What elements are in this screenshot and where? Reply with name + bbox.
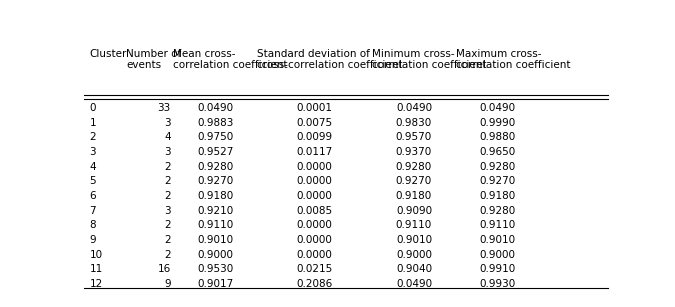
Text: 8: 8 [90, 220, 97, 230]
Text: 0.9040: 0.9040 [396, 264, 432, 274]
Text: 0.9000: 0.9000 [480, 250, 516, 260]
Text: 0.0490: 0.0490 [396, 103, 432, 113]
Text: 0.0117: 0.0117 [296, 147, 333, 157]
Text: 0.9370: 0.9370 [396, 147, 432, 157]
Text: 0.9650: 0.9650 [479, 147, 516, 157]
Text: 4: 4 [164, 132, 171, 142]
Text: 0.0000: 0.0000 [296, 176, 333, 186]
Text: Cluster: Cluster [90, 49, 127, 59]
Text: 0.0215: 0.0215 [296, 264, 333, 274]
Text: 0.9750: 0.9750 [197, 132, 234, 142]
Text: Minimum cross-
correlation coefficient: Minimum cross- correlation coefficient [372, 49, 487, 70]
Text: 2: 2 [164, 176, 171, 186]
Text: 0.0000: 0.0000 [296, 191, 333, 201]
Text: 0.9830: 0.9830 [396, 118, 432, 128]
Text: 0.9000: 0.9000 [396, 250, 432, 260]
Text: 0.9280: 0.9280 [479, 206, 516, 216]
Text: 0.9110: 0.9110 [396, 220, 432, 230]
Text: 0.0490: 0.0490 [396, 279, 432, 289]
Text: 0.9180: 0.9180 [479, 191, 516, 201]
Text: 2: 2 [164, 220, 171, 230]
Text: 0.0000: 0.0000 [296, 162, 333, 172]
Text: 0: 0 [90, 103, 96, 113]
Text: 7: 7 [90, 206, 97, 216]
Text: 12: 12 [90, 279, 103, 289]
Text: 6: 6 [90, 191, 97, 201]
Text: 2: 2 [164, 191, 171, 201]
Text: 0.0490: 0.0490 [197, 103, 234, 113]
Text: 11: 11 [90, 264, 103, 274]
Text: 0.9883: 0.9883 [197, 118, 234, 128]
Text: 0.9280: 0.9280 [396, 162, 432, 172]
Text: 0.9910: 0.9910 [479, 264, 516, 274]
Text: 0.9180: 0.9180 [396, 191, 432, 201]
Text: 0.0000: 0.0000 [296, 220, 333, 230]
Text: 5: 5 [90, 176, 97, 186]
Text: 0.9270: 0.9270 [479, 176, 516, 186]
Text: 0.9880: 0.9880 [479, 132, 516, 142]
Text: 0.9530: 0.9530 [197, 264, 234, 274]
Text: 0.9010: 0.9010 [197, 235, 234, 245]
Text: 0.0000: 0.0000 [296, 250, 333, 260]
Text: 0.9090: 0.9090 [396, 206, 432, 216]
Text: 9: 9 [90, 235, 97, 245]
Text: 9: 9 [164, 279, 171, 289]
Text: 3: 3 [164, 118, 171, 128]
Text: 3: 3 [164, 206, 171, 216]
Text: 3: 3 [164, 147, 171, 157]
Text: 10: 10 [90, 250, 103, 260]
Text: 2: 2 [164, 162, 171, 172]
Text: 4: 4 [90, 162, 97, 172]
Text: 0.0099: 0.0099 [296, 132, 333, 142]
Text: Standard deviation of
cross-correlation coefficient: Standard deviation of cross-correlation … [257, 49, 402, 70]
Text: 0.0085: 0.0085 [296, 206, 333, 216]
Text: 0.2086: 0.2086 [296, 279, 333, 289]
Text: 33: 33 [157, 103, 171, 113]
Text: 0.9270: 0.9270 [396, 176, 432, 186]
Text: 0.9527: 0.9527 [197, 147, 234, 157]
Text: 0.9180: 0.9180 [197, 191, 234, 201]
Text: 0.9110: 0.9110 [479, 220, 516, 230]
Text: 16: 16 [157, 264, 171, 274]
Text: Mean cross-
correlation coefficient: Mean cross- correlation coefficient [173, 49, 288, 70]
Text: 1: 1 [90, 118, 97, 128]
Text: 0.0001: 0.0001 [296, 103, 333, 113]
Text: 0.9000: 0.9000 [197, 250, 233, 260]
Text: 2: 2 [90, 132, 97, 142]
Text: 0.0075: 0.0075 [296, 118, 333, 128]
Text: 0.9210: 0.9210 [197, 206, 234, 216]
Text: 2: 2 [164, 250, 171, 260]
Text: 0.9010: 0.9010 [396, 235, 432, 245]
Text: 0.9280: 0.9280 [479, 162, 516, 172]
Text: 0.0490: 0.0490 [479, 103, 516, 113]
Text: 0.9017: 0.9017 [197, 279, 234, 289]
Text: 0.9270: 0.9270 [197, 176, 234, 186]
Text: 0.9280: 0.9280 [197, 162, 234, 172]
Text: 0.9010: 0.9010 [479, 235, 516, 245]
Text: 0.9990: 0.9990 [479, 118, 516, 128]
Text: Maximum cross-
correlation coefficient: Maximum cross- correlation coefficient [456, 49, 570, 70]
Text: 0.9930: 0.9930 [479, 279, 516, 289]
Text: 2: 2 [164, 235, 171, 245]
Text: 0.9570: 0.9570 [396, 132, 432, 142]
Text: 0.0000: 0.0000 [296, 235, 333, 245]
Text: Number of
events: Number of events [126, 49, 182, 70]
Text: 0.9110: 0.9110 [197, 220, 234, 230]
Text: 3: 3 [90, 147, 97, 157]
